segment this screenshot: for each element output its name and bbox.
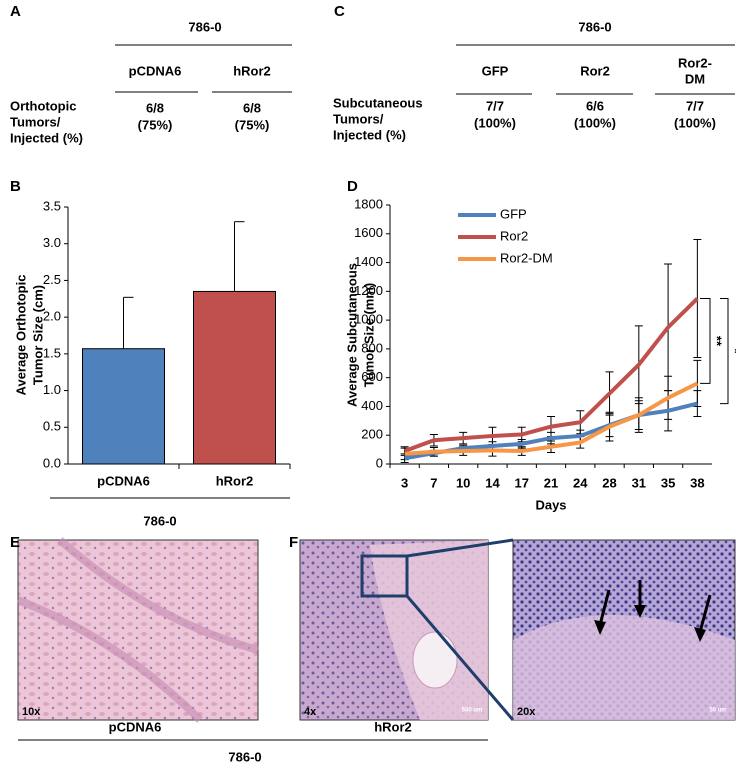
column-header: pCDNA6 [129, 63, 182, 78]
tissue [16, 537, 260, 723]
scale-label: 500 um [462, 708, 483, 714]
y-tick-label: 2.0 [43, 309, 61, 324]
bar [82, 348, 165, 465]
x-tick-label: 10 [456, 475, 470, 490]
zoom-box [360, 554, 409, 598]
tissue [412, 631, 458, 689]
significance: ** [710, 336, 725, 347]
y-tick-label: 400 [361, 398, 383, 413]
column-header: Ror2- [678, 55, 712, 70]
y-tick-label: 800 [361, 340, 383, 355]
magnification: 4x [304, 706, 317, 718]
cell: (100%) [474, 115, 516, 130]
bar [193, 290, 276, 465]
legend-label: GFP [500, 206, 527, 221]
y-tick-label: 0 [376, 455, 383, 470]
panel-label: B [10, 178, 21, 195]
line-series [403, 297, 699, 453]
magnification: 10x [22, 706, 41, 718]
row-label: Tumors/ [333, 111, 384, 126]
y-tick-label: 1000 [354, 312, 383, 327]
x-tick-label: 21 [544, 475, 558, 490]
cell: 6/6 [586, 98, 604, 113]
y-axis-label: Average Orthotopic [13, 275, 28, 396]
column-header: DM [685, 71, 705, 86]
y-tick-label: 2.5 [43, 272, 61, 287]
group-label: 786-0 [143, 513, 176, 528]
panel-label: C [334, 3, 345, 20]
x-tick-label: hRor2 [216, 473, 254, 488]
cell: (75%) [138, 117, 173, 132]
error-bar [693, 359, 702, 407]
x-tick-label: 38 [690, 475, 704, 490]
x-tick-label: 17 [514, 475, 528, 490]
y-axis-label: Tumor Size (mm) [361, 283, 376, 388]
cell: 6/8 [146, 100, 164, 115]
scale-label: 50 um [709, 708, 726, 714]
y-tick-label: 3.0 [43, 235, 61, 250]
x-tick-label: 35 [661, 475, 675, 490]
cell: (100%) [674, 115, 716, 130]
y-tick-label: 1.0 [43, 382, 61, 397]
magnification: 20x [517, 706, 536, 718]
zoom-line [406, 538, 514, 558]
cell: (75%) [235, 117, 270, 132]
x-tick-label: 24 [573, 475, 588, 490]
row-label: Subcutaneous [333, 95, 423, 110]
legend-label: Ror2 [500, 228, 528, 243]
y-tick-label: 1200 [354, 283, 383, 298]
panel-label: D [347, 178, 358, 195]
group-label: 786-0 [578, 19, 611, 34]
row-label: Injected (%) [10, 130, 83, 145]
x-tick-label: 28 [602, 475, 616, 490]
group-label: 786-0 [228, 749, 261, 764]
y-tick-label: 1800 [354, 196, 383, 211]
cell: 7/7 [686, 98, 704, 113]
bracket [720, 298, 729, 405]
y-tick-label: 1400 [354, 254, 383, 269]
line-series [404, 381, 699, 456]
bracket [700, 298, 711, 384]
x-tick-label: 31 [632, 475, 646, 490]
column-header: hRor2 [233, 63, 271, 78]
micrograph [17, 539, 259, 721]
row-label: Orthotopic [10, 98, 76, 113]
x-tick-label: 7 [430, 475, 437, 490]
y-tick-label: 1.5 [43, 345, 61, 360]
caption: pCDNA6 [109, 719, 162, 734]
panel-label: F [289, 534, 298, 551]
panel-label: A [10, 3, 21, 20]
y-axis-label: Tumor Size (cm) [30, 285, 45, 385]
caption: hRor2 [374, 719, 412, 734]
cell: 6/8 [243, 100, 261, 115]
row-label: Injected (%) [333, 127, 406, 142]
tissue [513, 615, 735, 720]
column-header: GFP [482, 63, 509, 78]
x-tick-label: 14 [485, 475, 500, 490]
y-tick-label: 3.5 [43, 198, 61, 213]
y-tick-label: 0.5 [43, 419, 61, 434]
cell: (100%) [574, 115, 616, 130]
y-tick-label: 0.0 [43, 455, 61, 470]
significance: * [728, 349, 736, 355]
error-bar [693, 239, 702, 359]
cell: 7/7 [486, 98, 504, 113]
y-tick-label: 1600 [354, 225, 383, 240]
y-axis-label: Average Subcutaneous [344, 263, 359, 407]
tissue [370, 540, 488, 720]
x-tick-label: pCDNA6 [97, 473, 150, 488]
legend-label: Ror2-DM [500, 250, 553, 265]
x-axis-label: Days [535, 497, 566, 512]
panel-label: E [10, 534, 20, 551]
zoom-line [405, 595, 515, 721]
column-header: Ror2 [580, 63, 610, 78]
x-tick-label: 3 [401, 475, 408, 490]
arrow-heads [594, 605, 706, 642]
row-label: Tumors/ [10, 114, 61, 129]
group-label: 786-0 [188, 19, 221, 34]
y-tick-label: 600 [361, 369, 383, 384]
y-tick-label: 200 [361, 427, 383, 442]
